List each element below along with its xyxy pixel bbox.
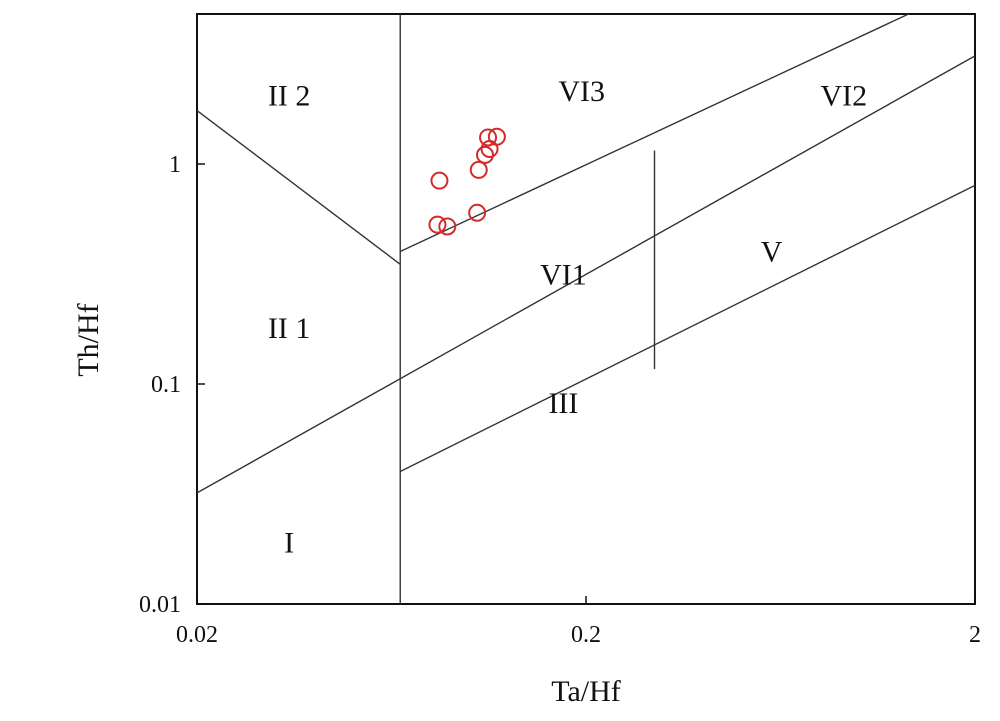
- field-label: VI2: [820, 79, 867, 112]
- data-point: [487, 127, 506, 146]
- data-point: [430, 171, 449, 190]
- data-points: [428, 127, 506, 236]
- y-tick-label: 0.1: [151, 372, 181, 398]
- boundary-line-1: [196, 109, 401, 265]
- x-tick-label: 2: [969, 622, 981, 648]
- x-tick-label: 0.2: [571, 622, 601, 648]
- data-point: [469, 160, 488, 179]
- y-tick-label: 1: [169, 152, 181, 178]
- y-axis-label: Th/Hf: [72, 303, 105, 376]
- boundary-line-3: [196, 55, 976, 494]
- data-point: [479, 128, 498, 147]
- y-tick-label: 0.01: [139, 592, 181, 618]
- field-label: II 2: [268, 79, 310, 112]
- data-point: [438, 217, 457, 236]
- data-point: [468, 203, 487, 222]
- data-point: [476, 145, 495, 164]
- field-label: II 1: [268, 312, 310, 345]
- field-label: VI3: [558, 75, 605, 108]
- field-label: III: [548, 387, 578, 420]
- x-tick-label: 0.02: [176, 622, 218, 648]
- axis-ticks: 0.02 0.2 2 0.01 0.1 1: [139, 152, 981, 648]
- field-label: I: [284, 527, 294, 560]
- field-label: V: [761, 236, 783, 269]
- boundary-line-5: [399, 184, 976, 473]
- field-label: VI1: [540, 258, 587, 291]
- x-axis-label: Ta/Hf: [551, 675, 621, 708]
- data-point: [428, 215, 447, 234]
